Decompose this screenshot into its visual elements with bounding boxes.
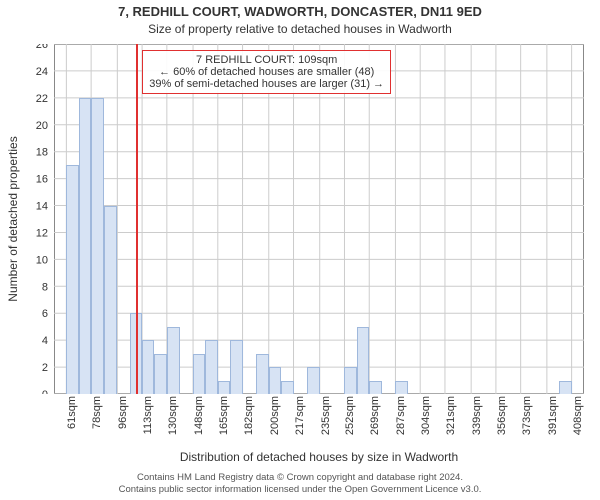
plot-area: 7 REDHILL COURT: 109sqm ← 60% of detache… [54, 44, 584, 394]
histogram-bar [79, 98, 91, 394]
histogram-bar [281, 381, 293, 394]
x-tick-label: 200sqm [269, 396, 281, 446]
histogram-bar [218, 381, 230, 394]
chart-subtitle: Size of property relative to detached ho… [0, 22, 600, 36]
x-tick-label: 96sqm [117, 396, 129, 446]
y-ticks: 02468101214161820222426 [0, 44, 54, 394]
x-tick-label: 408sqm [572, 396, 584, 446]
histogram-bar [230, 340, 242, 394]
histogram-bar [66, 165, 78, 394]
histogram-bar [269, 367, 281, 394]
footer-credits: Contains HM Land Registry data © Crown c… [0, 472, 600, 496]
chart-title: 7, REDHILL COURT, WADWORTH, DONCASTER, D… [0, 4, 600, 19]
histogram-bar [193, 354, 205, 394]
svg-text:10: 10 [36, 254, 48, 266]
x-tick-label: 165sqm [218, 396, 230, 446]
x-tick-label: 148sqm [193, 396, 205, 446]
bars-layer [54, 44, 584, 394]
svg-text:2: 2 [42, 362, 48, 374]
histogram-bar [104, 206, 117, 394]
svg-text:18: 18 [36, 147, 48, 159]
x-tick-label: 373sqm [521, 396, 533, 446]
x-tick-label: 287sqm [395, 396, 407, 446]
annotation-box: 7 REDHILL COURT: 109sqm ← 60% of detache… [142, 50, 391, 94]
histogram-bar [307, 367, 320, 394]
x-axis-label: Distribution of detached houses by size … [54, 450, 584, 464]
x-tick-label: 217sqm [294, 396, 306, 446]
histogram-bar [91, 98, 104, 394]
x-tick-label: 130sqm [167, 396, 179, 446]
x-tick-label: 304sqm [420, 396, 432, 446]
x-tick-label: 182sqm [243, 396, 255, 446]
histogram-bar [256, 354, 269, 394]
svg-text:20: 20 [36, 120, 48, 132]
x-tick-label: 339sqm [471, 396, 483, 446]
annotation-line-3: 39% of semi-detached houses are larger (… [149, 78, 384, 90]
annotation-line-1: 7 REDHILL COURT: 109sqm [149, 54, 384, 66]
x-tick-label: 356sqm [496, 396, 508, 446]
svg-text:0: 0 [42, 389, 48, 394]
svg-text:14: 14 [36, 201, 48, 213]
footer-line-1: Contains HM Land Registry data © Crown c… [0, 472, 600, 484]
histogram-bar [205, 340, 217, 394]
x-tick-label: 269sqm [369, 396, 381, 446]
histogram-bar [154, 354, 166, 394]
footer-line-2: Contains public sector information licen… [0, 484, 600, 496]
histogram-bar [369, 381, 382, 394]
x-tick-label: 61sqm [66, 396, 78, 446]
annotation-line-2: ← 60% of detached houses are smaller (48… [149, 66, 384, 78]
svg-text:4: 4 [42, 335, 48, 347]
histogram-bar [142, 340, 154, 394]
histogram-bar [395, 381, 407, 394]
reference-line [136, 44, 138, 394]
svg-text:6: 6 [42, 308, 48, 320]
svg-text:26: 26 [36, 44, 48, 51]
svg-text:22: 22 [36, 93, 48, 105]
x-tick-label: 391sqm [547, 396, 559, 446]
x-tick-label: 321sqm [445, 396, 457, 446]
x-ticks: 61sqm 78sqm 96sqm 113sqm 130sqm 148sqm 165sqm 1… [54, 394, 584, 454]
x-tick-label: 252sqm [344, 396, 356, 446]
svg-text:8: 8 [42, 281, 48, 293]
histogram-bar [357, 327, 369, 394]
svg-text:16: 16 [36, 174, 48, 186]
x-tick-label: 113sqm [142, 396, 154, 446]
svg-text:12: 12 [36, 227, 48, 239]
histogram-bar [167, 327, 180, 394]
chart-container: 7, REDHILL COURT, WADWORTH, DONCASTER, D… [0, 0, 600, 500]
histogram-bar [344, 367, 356, 394]
x-tick-label: 235sqm [320, 396, 332, 446]
histogram-bar [559, 381, 571, 394]
x-tick-label: 78sqm [91, 396, 103, 446]
svg-text:24: 24 [36, 66, 48, 78]
